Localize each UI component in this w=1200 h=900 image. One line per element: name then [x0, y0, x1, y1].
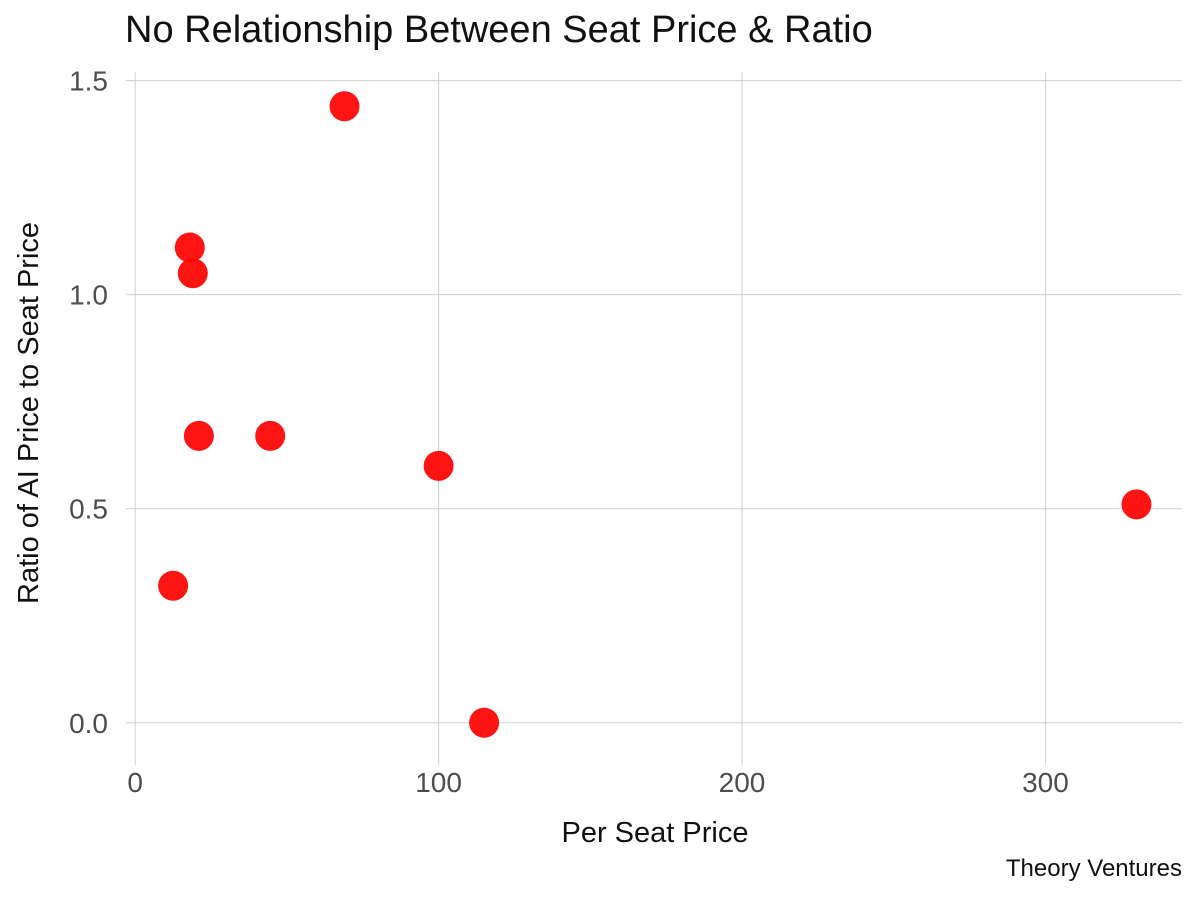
- axis-ticks: 0 100 200 300 0.0 0.5 1.0 1.5: [69, 66, 1069, 798]
- y-tick-label: 1.0: [69, 280, 108, 311]
- data-points: [158, 91, 1152, 738]
- data-point: [174, 232, 205, 263]
- x-axis-label: Per Seat Price: [562, 817, 749, 849]
- data-point: [255, 420, 286, 451]
- data-point: [469, 707, 500, 738]
- x-tick-label: 0: [127, 767, 143, 798]
- y-tick-label: 0.0: [69, 708, 108, 739]
- y-tick-label: 1.5: [69, 66, 108, 97]
- source-caption: Theory Ventures: [1006, 855, 1182, 882]
- data-point: [423, 450, 454, 481]
- data-point: [183, 420, 214, 451]
- data-point: [1121, 489, 1152, 520]
- data-point: [329, 91, 360, 122]
- x-tick-label: 300: [1022, 767, 1069, 798]
- y-tick-label: 0.5: [69, 494, 108, 525]
- chart-title: No Relationship Between Seat Price & Rat…: [125, 9, 873, 51]
- data-point: [177, 258, 208, 289]
- x-tick-label: 100: [415, 767, 462, 798]
- x-tick-label: 200: [719, 767, 766, 798]
- y-axis-label: Ratio of AI Price to Seat Price: [13, 222, 45, 604]
- data-point: [158, 570, 189, 601]
- grid-lines: [134, 72, 1182, 757]
